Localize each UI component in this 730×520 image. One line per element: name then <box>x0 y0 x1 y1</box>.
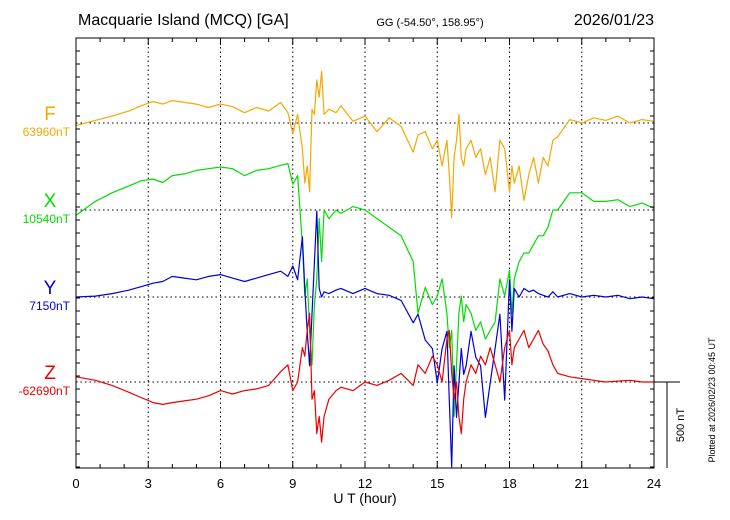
x-tick-label: 18 <box>502 476 516 491</box>
station-coords: GG (-54.50°, 158.95°) <box>376 17 483 29</box>
series-line-x <box>75 163 655 417</box>
series-line-z <box>75 312 654 443</box>
x-tick-label: 0 <box>72 476 79 491</box>
x-tick-label: 12 <box>358 476 372 491</box>
component-label-y: Y <box>44 278 57 299</box>
x-tick-label: 24 <box>647 476 661 491</box>
series-line-y <box>75 210 655 468</box>
component-label-z: Z <box>44 363 56 384</box>
x-tick-label: 21 <box>575 476 589 491</box>
x-tick-labels: 0 3 6 9 12 15 18 21 24 <box>72 476 661 491</box>
baseline-value-f: 63960nT <box>23 125 71 139</box>
baseline-value-z: -62690nT <box>19 384 71 398</box>
grid-lines <box>147 38 583 468</box>
scale-bar-label: 500 nT <box>675 408 687 443</box>
series-line-f <box>75 70 655 219</box>
axis-ticks <box>75 38 655 468</box>
component-label-f: F <box>44 104 56 125</box>
x-tick-label: 3 <box>145 476 152 491</box>
series-group <box>75 70 655 468</box>
plotted-timestamp: Plotted at 2026/02/23 00:45 UT <box>707 337 717 463</box>
component-label-x: X <box>44 191 57 212</box>
plot-date: 2026/01/23 <box>574 12 654 29</box>
x-axis-label: U T (hour) <box>333 490 396 506</box>
x-tick-label: 15 <box>430 476 444 491</box>
baseline-value-y: 7150nT <box>29 299 70 313</box>
baselines <box>76 122 654 383</box>
x-tick-label: 6 <box>217 476 224 491</box>
x-tick-label: 9 <box>289 476 296 491</box>
baseline-value-x: 10540nT <box>23 212 71 226</box>
station-title: Macquarie Island (MCQ) [GA] <box>78 12 289 29</box>
